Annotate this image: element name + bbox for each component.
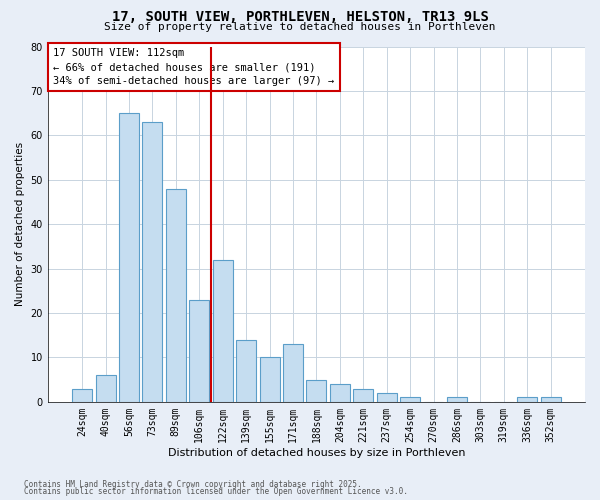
Bar [330,384,350,402]
Bar [541,398,560,402]
Bar [447,398,467,402]
Y-axis label: Number of detached properties: Number of detached properties [15,142,25,306]
Text: 17, SOUTH VIEW, PORTHLEVEN, HELSTON, TR13 9LS: 17, SOUTH VIEW, PORTHLEVEN, HELSTON, TR1… [112,10,488,24]
Bar [517,398,537,402]
Text: Contains public sector information licensed under the Open Government Licence v3: Contains public sector information licen… [24,488,408,496]
Bar [400,398,420,402]
X-axis label: Distribution of detached houses by size in Porthleven: Distribution of detached houses by size … [167,448,465,458]
Text: Contains HM Land Registry data © Crown copyright and database right 2025.: Contains HM Land Registry data © Crown c… [24,480,362,489]
Bar [119,113,139,402]
Bar [260,358,280,402]
Text: 17 SOUTH VIEW: 112sqm
← 66% of detached houses are smaller (191)
34% of semi-det: 17 SOUTH VIEW: 112sqm ← 66% of detached … [53,48,334,86]
Bar [166,188,186,402]
Bar [72,388,92,402]
Bar [307,380,326,402]
Bar [236,340,256,402]
Bar [142,122,163,402]
Bar [377,393,397,402]
Text: Size of property relative to detached houses in Porthleven: Size of property relative to detached ho… [104,22,496,32]
Bar [283,344,303,402]
Bar [213,260,233,402]
Bar [95,375,116,402]
Bar [190,300,209,402]
Bar [353,388,373,402]
